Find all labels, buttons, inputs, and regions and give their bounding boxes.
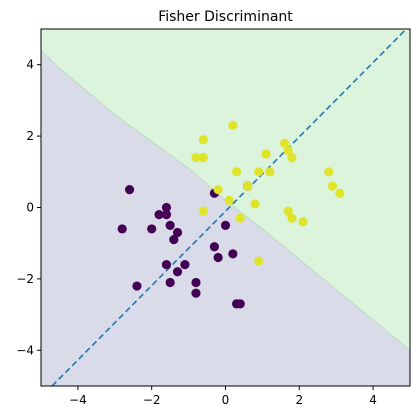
scatter-point-class-0	[161, 260, 172, 270]
scatter-point-class-0	[180, 260, 190, 270]
scatter-point-class-1	[327, 181, 338, 191]
scatter-point-class-0	[165, 277, 175, 288]
scatter-point-class-0	[117, 224, 127, 234]
y-tick-label: −4	[16, 343, 34, 357]
scatter-point-class-0	[191, 288, 201, 298]
scatter-point-class-1	[213, 185, 223, 195]
scatter-point-class-0	[209, 242, 220, 252]
scatter-point-class-1	[254, 256, 264, 266]
scatter-point-class-1	[265, 167, 275, 177]
scatter-point-class-1	[324, 167, 334, 177]
scatter-point-class-1	[298, 217, 308, 227]
decision-boundary-line	[41, 50, 410, 351]
scatter-point-class-0	[191, 277, 201, 288]
scatter-point-class-0	[132, 281, 142, 291]
scatter-point-class-1	[243, 181, 253, 191]
scatter-point-class-1	[224, 195, 234, 205]
discriminant-direction-line	[51, 29, 407, 386]
scatter-point-class-0	[220, 220, 231, 230]
scatter-point-class-1	[279, 138, 290, 148]
scatter-point-class-0	[172, 267, 183, 277]
y-tick-label: −2	[16, 272, 34, 286]
axis-ticks: −4 −2 0 2 4 −4 −2 0 2 4	[16, 58, 377, 407]
scatter-point-class-0	[213, 252, 223, 263]
x-tick-label: 4	[369, 393, 377, 407]
scatter-point-class-1	[287, 152, 297, 163]
scatter-point-class-1	[287, 213, 297, 223]
x-tick-label: −4	[69, 393, 87, 407]
scatter-point-class-0	[147, 224, 157, 234]
scatter-point-class-1	[231, 167, 242, 177]
scatter-point-class-0	[235, 299, 245, 309]
y-tick-label: 2	[26, 129, 34, 143]
scatter-point-class-0	[161, 202, 172, 213]
x-tick-label: 2	[295, 393, 303, 407]
scatter-point-class-1	[283, 206, 293, 216]
scatter-point-class-0	[161, 210, 172, 220]
x-tick-label: 0	[222, 393, 230, 407]
scatter-point-class-1	[283, 145, 293, 155]
scatter-point-class-1	[335, 188, 345, 198]
scatter-point-class-0	[124, 185, 135, 195]
chart-title: Fisher Discriminant	[158, 9, 293, 25]
scatter-point-class-0	[172, 227, 183, 238]
scatter-point-class-1	[235, 213, 245, 223]
scatter-point-class-1	[250, 199, 260, 209]
y-tick-label: 0	[26, 201, 34, 215]
scatter-point-class-0	[228, 249, 238, 259]
decision-region-class-0	[41, 50, 410, 386]
scatter-point-class-0	[169, 235, 179, 245]
scatter-point-class-1	[261, 149, 271, 159]
scatter-point-class-1	[198, 135, 208, 145]
x-tick-label: −2	[143, 393, 161, 407]
scatter-point-class-1	[198, 152, 208, 163]
scatter-point-class-0	[165, 220, 175, 230]
plot-area	[41, 29, 410, 386]
y-tick-label: 4	[26, 58, 34, 72]
scatter-point-class-1	[198, 206, 208, 216]
scatter-point-class-0	[154, 210, 164, 220]
scatter-point-class-1	[191, 152, 201, 163]
scatter-point-class-1	[228, 120, 238, 130]
scatter-point-class-1	[254, 167, 264, 177]
decision-region-class-1	[41, 29, 410, 351]
